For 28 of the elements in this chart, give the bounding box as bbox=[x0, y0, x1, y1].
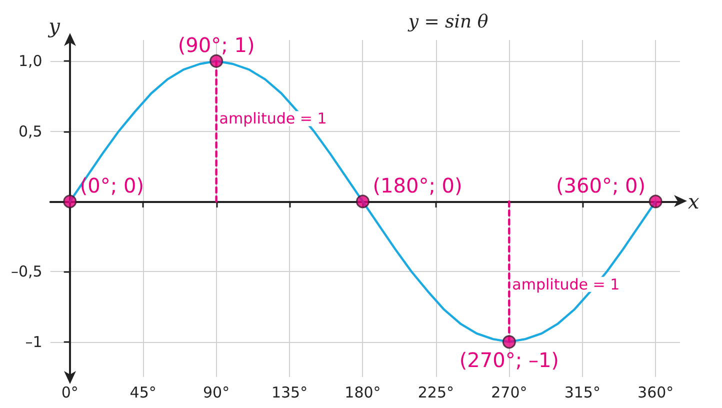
x-tick-label: 180° bbox=[344, 384, 381, 402]
x-tick-label: 135° bbox=[271, 384, 308, 402]
x-tick-label: 0° bbox=[61, 384, 78, 402]
y-tick-label: 0,5 bbox=[18, 122, 42, 140]
point bbox=[356, 194, 370, 208]
point bbox=[648, 194, 662, 208]
chart-title: y = sin θ bbox=[407, 12, 488, 32]
point bbox=[63, 194, 77, 208]
annotation: (0°; 0) bbox=[80, 173, 144, 198]
x-tick-label: 90° bbox=[203, 384, 230, 402]
annotation: (360°; 0) bbox=[556, 173, 646, 198]
x-tick-label: 270° bbox=[491, 384, 528, 402]
y-axis-title: y bbox=[48, 14, 61, 38]
annotation: (90°; 1) bbox=[178, 33, 255, 58]
point bbox=[210, 54, 224, 68]
x-tick-label: 45° bbox=[130, 384, 156, 402]
y-tick-label: –0,5 bbox=[10, 262, 42, 281]
annotation: amplitude = 1 bbox=[512, 275, 620, 294]
x-axis-title: x bbox=[688, 189, 700, 214]
x-tick-label: 315° bbox=[564, 384, 600, 402]
y-tick-label: 1,0 bbox=[18, 52, 42, 70]
annotation: amplitude = 1 bbox=[219, 110, 327, 128]
annotation: (180°; 0) bbox=[372, 173, 462, 198]
annotation: (270°; –1) bbox=[459, 348, 559, 372]
x-tick-label: 225° bbox=[418, 384, 454, 402]
x-tick-label: 360° bbox=[638, 384, 674, 402]
y-tick-label: –1 bbox=[25, 332, 42, 351]
point bbox=[502, 335, 516, 349]
